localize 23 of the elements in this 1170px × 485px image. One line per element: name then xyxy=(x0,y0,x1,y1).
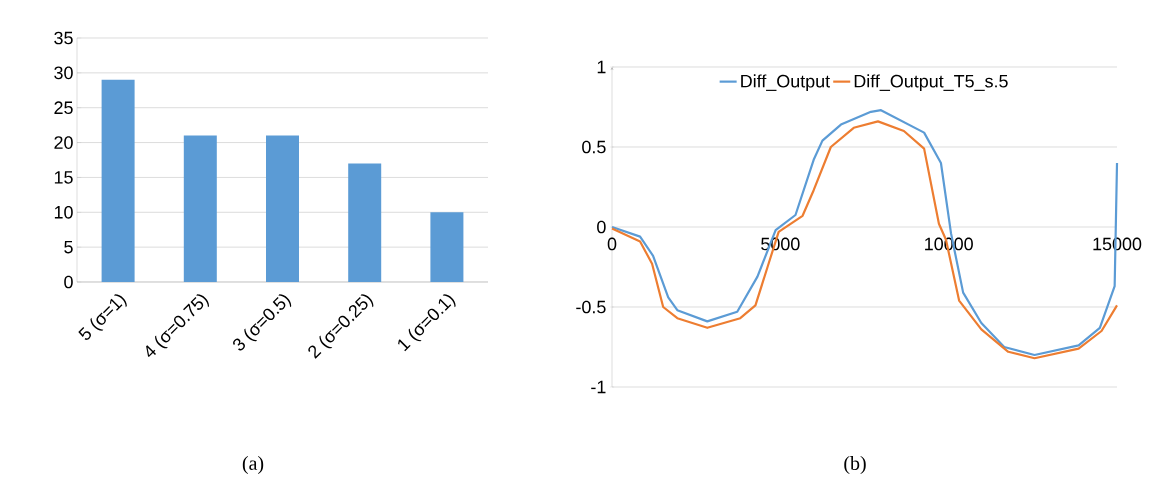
y-tick-label: -1 xyxy=(591,380,606,394)
text: (b) xyxy=(844,455,866,475)
y-tick-label: 5 xyxy=(64,240,73,254)
y-tick-label: 30 xyxy=(54,66,73,80)
legend-label: Diff_Output_T5_s.5 xyxy=(854,74,1008,92)
y-tick-label: 0.5 xyxy=(582,140,606,154)
y-tick-label: 10 xyxy=(54,205,73,219)
y-tick-label: 1 xyxy=(597,60,606,74)
y-tick-label: 0 xyxy=(64,275,73,289)
bar xyxy=(430,212,464,282)
x-tick-label: 0 xyxy=(607,237,617,251)
legend-label: Diff_Output xyxy=(741,74,830,92)
bar xyxy=(348,163,382,282)
bar xyxy=(101,79,135,282)
bar xyxy=(266,135,299,282)
y-tick-label: 35 xyxy=(54,31,73,45)
y-tick-label: -0.5 xyxy=(576,300,606,314)
y-tick-label: 20 xyxy=(54,136,73,149)
y-tick-label: 0 xyxy=(597,220,606,234)
bar xyxy=(183,135,217,282)
text: (a) xyxy=(242,455,264,475)
y-tick-label: 25 xyxy=(54,101,73,115)
y-tick-label: 15 xyxy=(54,171,73,184)
